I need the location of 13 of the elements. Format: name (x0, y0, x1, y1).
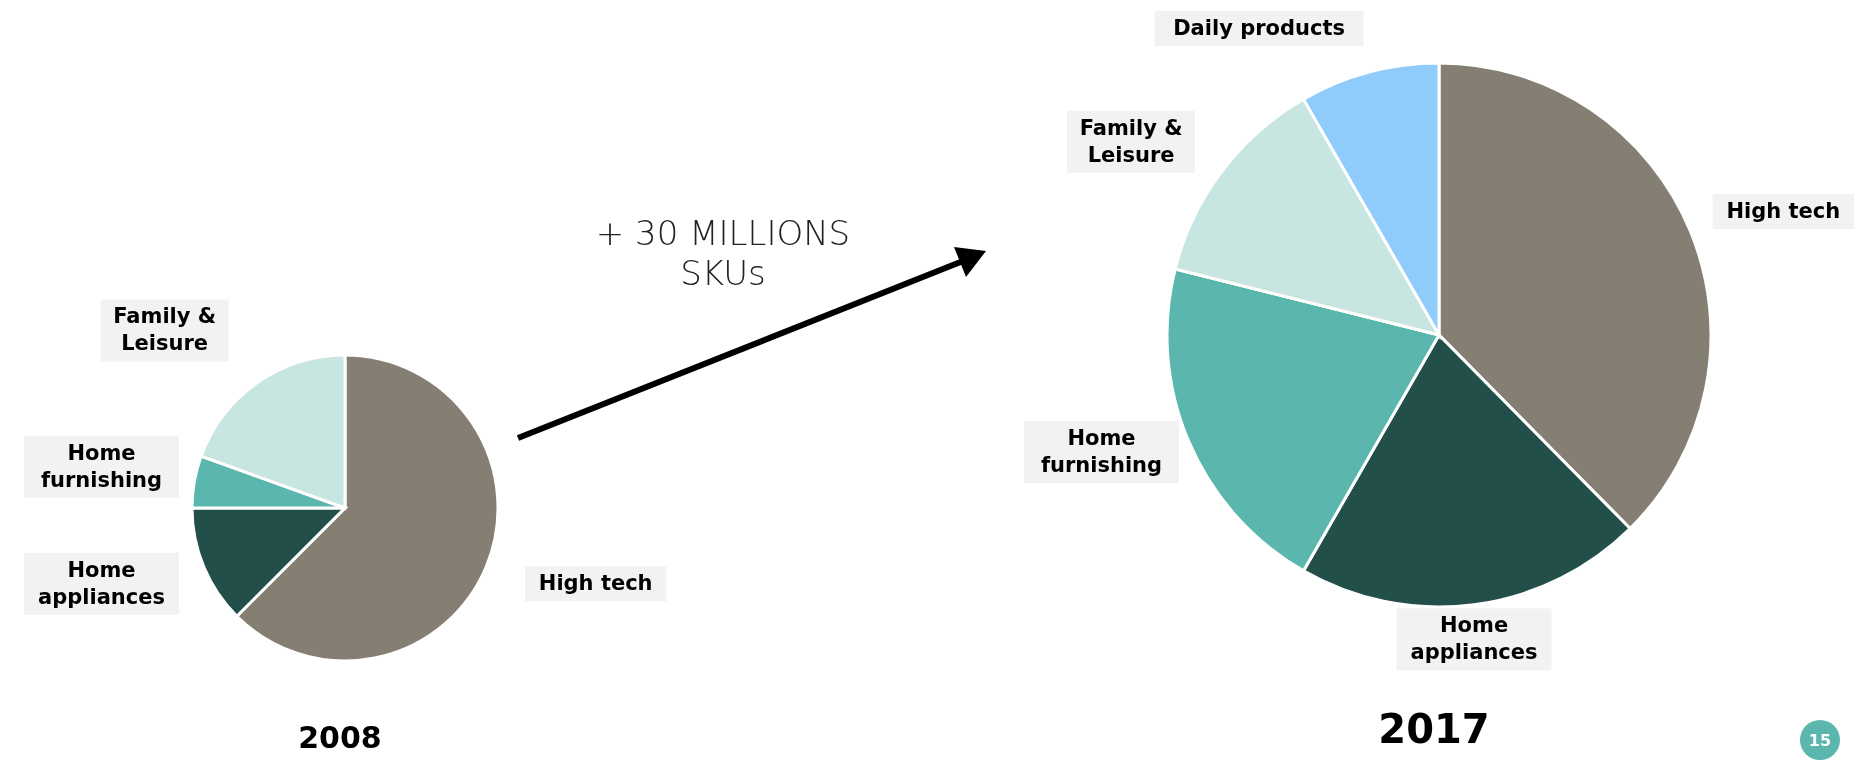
slice-label: Home furnishing (40, 440, 163, 492)
slice-label: High tech (538, 571, 653, 596)
slice-label: High tech (1726, 199, 1841, 224)
text: 2017 (1377, 706, 1491, 752)
slice-label: Home furnishing (1040, 426, 1163, 478)
slice-label: Family & Leisure (113, 304, 217, 356)
text: + 30 MILLIONS SKUs (594, 213, 852, 293)
slice-label: Family & Leisure (1079, 115, 1183, 167)
text: 15 (1800, 720, 1840, 760)
slice-label: Home appliances (1410, 613, 1538, 665)
text: 2008 (297, 720, 383, 755)
slice-label: Home appliances (38, 557, 165, 609)
slice-label: Daily products (1173, 16, 1345, 41)
